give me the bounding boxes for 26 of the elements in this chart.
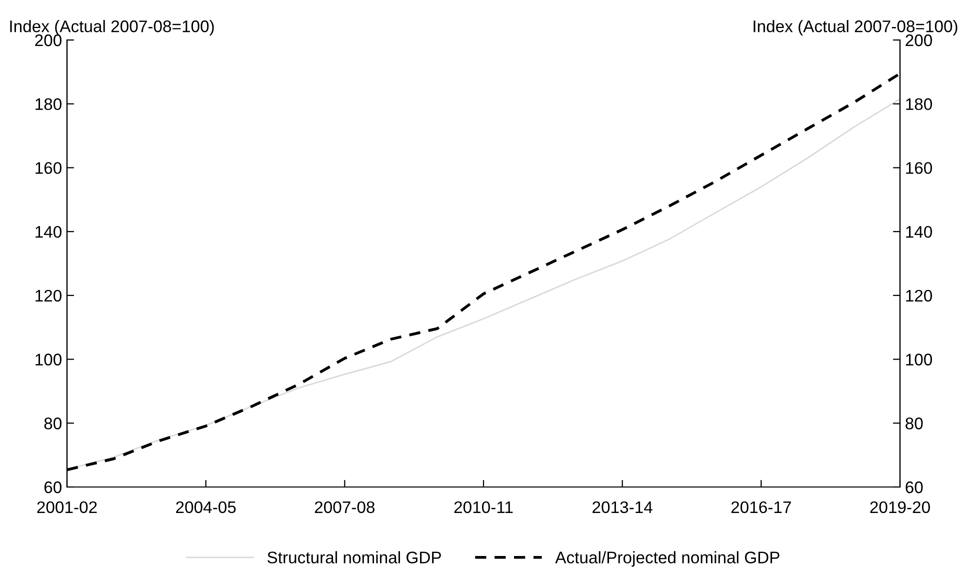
x-tick-label: 2019-20: [870, 501, 930, 514]
y2-tick-label: 140: [906, 226, 932, 238]
y-tick-label: 200: [35, 34, 62, 46]
y-tick-label: 120: [36, 290, 62, 302]
y-tick-label: 140: [36, 226, 62, 238]
y2-tick-label: 200: [906, 34, 932, 46]
y-tick-label: 100: [36, 354, 62, 366]
y-tick-label: 80: [44, 418, 62, 430]
y2-axis-title: Index (Actual 2007-08=100): [754, 20, 958, 36]
y-tick-label: 180: [36, 98, 62, 110]
y2-tick-label: 160: [906, 162, 932, 174]
x-tick-label: 2001-02: [37, 501, 97, 514]
x-tick-label: 2007-08: [314, 501, 375, 514]
x-tick-label: 2016-17: [731, 501, 791, 514]
y-tick-label: 60: [44, 481, 62, 494]
y2-tick-label: 180: [906, 98, 932, 110]
x-tick-label: 2004-05: [176, 501, 236, 514]
legend-label: Structural nominal GDP: [268, 551, 441, 564]
y-tick-label: 160: [36, 162, 62, 174]
y2-tick-label: 120: [906, 290, 932, 302]
y2-tick-label: 80: [906, 418, 923, 430]
x-tick-label: 2010-11: [454, 501, 513, 514]
legend-label: Actual/Projected nominal GDP: [555, 551, 780, 567]
y2-tick-label: 100: [906, 354, 932, 366]
y2-tick-label: 60: [906, 481, 923, 494]
x-tick-label: 2013-14: [592, 501, 652, 514]
